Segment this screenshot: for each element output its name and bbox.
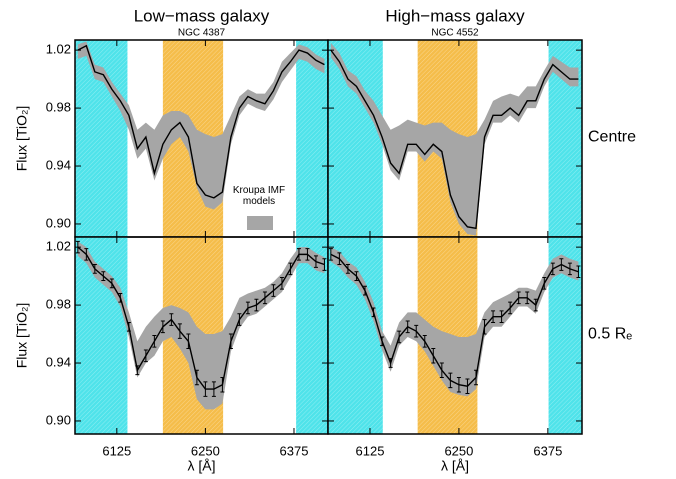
y-tick-label: 0.94 (46, 354, 71, 369)
shaded-region (75, 237, 128, 434)
shaded-region (328, 40, 383, 237)
x-tick-label: 6250 (444, 443, 473, 458)
x-axis-label: λ [Å] (441, 458, 469, 474)
spectrum-line (77, 246, 325, 390)
row-label: 0.5 Rₑ (588, 326, 632, 343)
model-band (330, 247, 579, 397)
y-tick-label: 0.90 (46, 412, 71, 427)
shaded-region (296, 40, 328, 237)
model-band (330, 42, 579, 236)
panel-title: Low−mass galaxy (134, 6, 270, 25)
row-label: Centre (588, 129, 636, 146)
y-tick-label: 0.98 (46, 100, 71, 115)
x-tick-label: 6125 (356, 443, 385, 458)
y-tick-label: 0.94 (46, 157, 71, 172)
y-axis-label: Flux [TiO₂] (14, 106, 30, 172)
panel-frame (327, 236, 583, 435)
plot-area (75, 237, 328, 434)
panel-subtitle: NGC 4552 (431, 28, 479, 39)
y-tick-label: 1.02 (46, 42, 71, 57)
y-tick-label: 0.90 (46, 215, 71, 230)
y-axis-label: Flux [TiO₂] (14, 303, 30, 369)
spectrum-line (330, 253, 579, 387)
error-bar (328, 248, 333, 261)
y-tick-label: 0.98 (46, 297, 71, 312)
model-band (77, 41, 325, 210)
panel-title: High−mass galaxy (385, 6, 525, 25)
legend-label: Kroupa IMF models (232, 185, 286, 207)
panel-subtitle: NGC 4387 (178, 28, 226, 39)
spectrum-line (77, 44, 325, 199)
x-tick-label: 6125 (102, 443, 131, 458)
x-axis-label: λ [Å] (187, 458, 215, 474)
x-tick-label: 6375 (280, 443, 309, 458)
legend-swatch (247, 216, 273, 230)
plot-area (328, 40, 582, 237)
y-tick-label: 1.02 (46, 239, 71, 254)
error-bar (576, 265, 581, 279)
error-bar (322, 258, 327, 271)
plot-area (75, 40, 328, 237)
plot-area (328, 237, 582, 434)
x-tick-label: 6375 (533, 443, 562, 458)
shaded-region (328, 237, 383, 434)
spectrum-line (330, 49, 579, 230)
x-tick-label: 6250 (191, 443, 220, 458)
